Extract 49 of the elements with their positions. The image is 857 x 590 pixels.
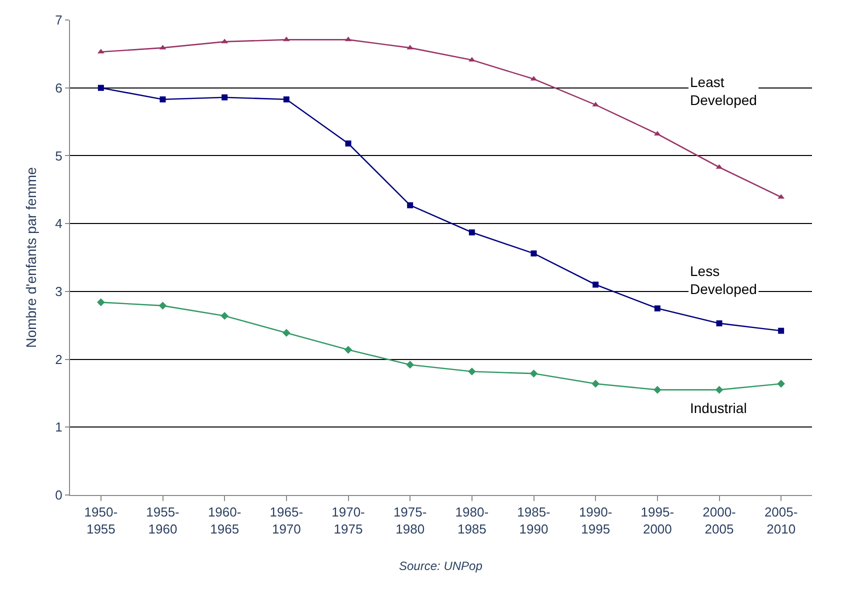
y-axis-title: Nombre d'enfants par femme <box>22 166 39 348</box>
point <box>468 229 475 236</box>
point <box>592 282 599 288</box>
y-tick-label: 3 <box>55 284 62 299</box>
y-tick-label: 4 <box>55 216 62 232</box>
y-tick-label: 7 <box>55 12 62 28</box>
point <box>158 302 167 310</box>
series-label: Less Developed <box>690 263 757 298</box>
point <box>282 328 290 337</box>
series-label: Industrial <box>690 400 747 416</box>
point <box>778 328 784 334</box>
x-tick-label: 1970-1975 <box>332 504 365 536</box>
point <box>220 312 228 320</box>
point <box>716 320 722 326</box>
y-tick-label: 5 <box>55 148 62 164</box>
x-tick-label: 1960-1965 <box>208 504 242 536</box>
x-tick-label: 1980-1985 <box>455 504 489 536</box>
y-tick-label: 2 <box>55 352 62 367</box>
x-tick-label: 1995-2000 <box>640 504 674 536</box>
text: Least Developed <box>690 74 757 108</box>
point <box>530 250 537 256</box>
point <box>530 370 538 378</box>
x-tick-label: 2000-2005 <box>702 504 736 536</box>
point <box>407 202 414 208</box>
point <box>777 380 785 388</box>
point <box>98 84 104 91</box>
x-tick-label: 1975-1980 <box>393 504 427 536</box>
x-tick-label: 1985-1990 <box>517 504 550 536</box>
point <box>654 305 660 312</box>
y-tick-label: 0 <box>55 488 62 503</box>
point <box>160 96 166 102</box>
y-tick-label: 6 <box>55 80 62 96</box>
point <box>654 386 662 394</box>
point <box>97 298 105 306</box>
x-tick-label: 2005-2010 <box>764 504 798 536</box>
source-note: Source: UNPop <box>399 559 483 573</box>
point <box>344 346 352 354</box>
y-tick-label: 1 <box>55 420 62 435</box>
point <box>592 380 600 388</box>
point <box>345 140 352 146</box>
x-tick-label: 1965-1970 <box>270 504 304 536</box>
point <box>715 386 724 394</box>
x-tick-label: 1950-1955 <box>84 504 118 536</box>
point <box>222 94 228 100</box>
point <box>283 96 290 102</box>
point <box>406 360 414 369</box>
x-tick-label: 1990-1995 <box>578 504 612 536</box>
point <box>468 368 476 376</box>
x-tick-label: 1955-1960 <box>146 504 180 536</box>
